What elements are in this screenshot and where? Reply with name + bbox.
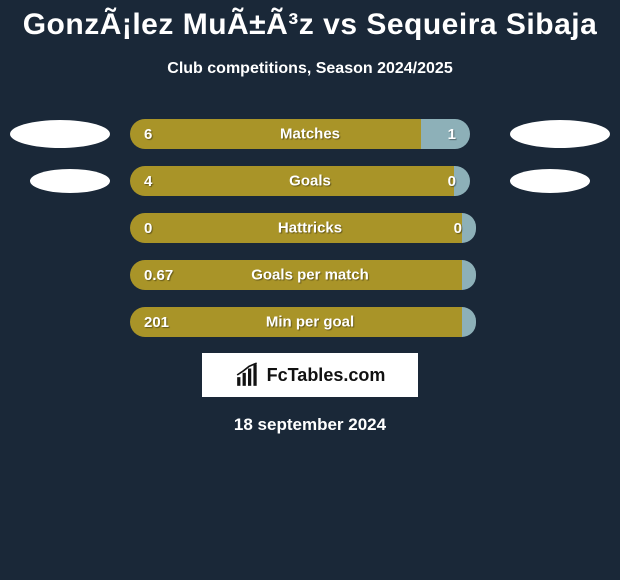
player-ellipse-left xyxy=(30,169,110,193)
chart-icon xyxy=(235,362,261,388)
player-ellipse-right xyxy=(510,169,590,193)
stat-label: Matches xyxy=(280,126,340,143)
brand-text: FcTables.com xyxy=(267,365,386,386)
stat-bar: 201Min per goal xyxy=(130,307,490,337)
stat-row: 00Hattricks xyxy=(10,212,610,244)
stat-bar: 0.67Goals per match xyxy=(130,260,490,290)
stat-value-right xyxy=(462,260,476,290)
stat-value-right xyxy=(462,307,476,337)
brand-logo: FcTables.com xyxy=(202,353,418,397)
stat-label: Goals per match xyxy=(251,267,369,284)
stat-row: 40Goals xyxy=(10,165,610,197)
stat-value-right: 0 xyxy=(462,213,476,243)
stat-bar: 40Goals xyxy=(130,166,490,196)
stat-bar: 61 Matches xyxy=(130,119,490,149)
stat-value-right: 0 xyxy=(454,166,470,196)
player-ellipse-left xyxy=(10,120,110,148)
stat-row: 61 Matches xyxy=(10,118,610,150)
page-title: GonzÃ¡lez MuÃ±Ã³z vs Sequeira Sibaja xyxy=(0,0,620,42)
date-text: 18 september 2024 xyxy=(0,415,620,435)
subtitle: Club competitions, Season 2024/2025 xyxy=(0,60,620,78)
stats-container: 61Matches40Goals00Hattricks0.67Goals per… xyxy=(0,118,620,338)
player-ellipse-right xyxy=(510,120,610,148)
stat-row: 0.67Goals per match xyxy=(10,259,610,291)
stat-value-left: 6 xyxy=(130,119,421,149)
stat-bar: 00Hattricks xyxy=(130,213,490,243)
stat-label: Hattricks xyxy=(278,220,342,237)
stat-value-right: 1 xyxy=(421,119,470,149)
stat-row: 201Min per goal xyxy=(10,306,610,338)
stat-label: Min per goal xyxy=(266,314,354,331)
stat-label: Goals xyxy=(289,173,331,190)
